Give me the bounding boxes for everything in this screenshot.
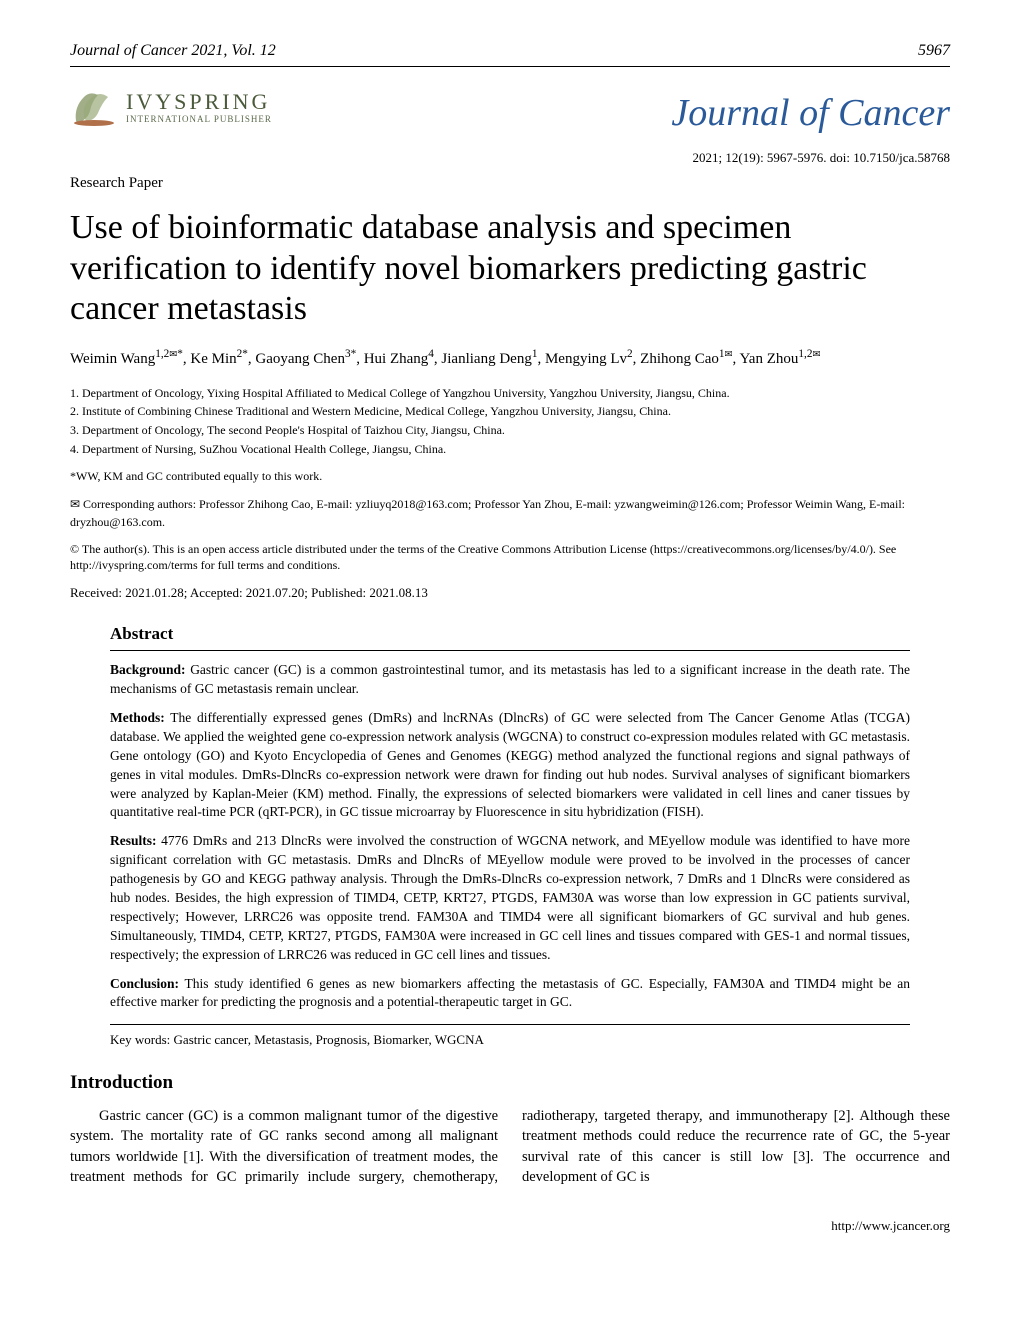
publisher-logo-text: IVYSPRING INTERNATIONAL PUBLISHER [126,90,272,124]
introduction-paragraph: Gastric cancer (GC) is a common malignan… [70,1106,950,1187]
abstract-background-text: Gastric cancer (GC) is a common gastroin… [110,662,910,696]
abstract-methods-text: The differentially expressed genes (DmRs… [110,710,910,819]
logo-journal-row: IVYSPRING INTERNATIONAL PUBLISHER Journa… [70,87,950,140]
abstract-results-label: Results: [110,833,157,848]
corresponding-authors: ✉ Corresponding authors: Professor Zhiho… [70,495,950,531]
keywords: Key words: Gastric cancer, Metastasis, P… [110,1024,910,1049]
abstract-background-label: Background: [110,662,186,677]
abstract-conclusion-label: Conclusion: [110,976,179,991]
abstract-methods-label: Methods: [110,710,165,725]
affiliations-list: Department of Oncology, Yixing Hospital … [70,385,950,458]
abstract-results-text: 4776 DmRs and 213 DlncRs were involved t… [110,833,910,961]
page-number: 5967 [918,40,950,62]
abstract-heading: Abstract [110,622,910,651]
equal-contribution-note: *WW, KM and GC contributed equally to th… [70,468,950,485]
publisher-name: IVYSPRING [126,90,272,114]
authors-line: Weimin Wang1,2✉*, Ke Min2*, Gaoyang Chen… [70,346,950,371]
publication-dates: Received: 2021.01.28; Accepted: 2021.07.… [70,584,950,602]
article-title: Use of bioinformatic database analysis a… [70,208,950,330]
affiliation-item: Department of Nursing, SuZhou Vocational… [70,441,950,458]
publisher-logo: IVYSPRING INTERNATIONAL PUBLISHER [70,87,272,127]
affiliation-item: Institute of Combining Chinese Tradition… [70,403,950,420]
abstract-results: Results: 4776 DmRs and 213 DlncRs were i… [110,832,910,964]
abstract-box: Abstract Background: Gastric cancer (GC)… [110,622,910,1049]
journal-title-block: Journal of Cancer [671,87,950,140]
abstract-conclusion-text: This study identified 6 genes as new bio… [110,976,910,1010]
citation-line: 2021; 12(19): 5967-5976. doi: 10.7150/jc… [70,149,950,167]
journal-issue: Journal of Cancer 2021, Vol. 12 [70,40,276,62]
affiliation-item: Department of Oncology, The second Peopl… [70,422,950,439]
abstract-conclusion: Conclusion: This study identified 6 gene… [110,975,910,1013]
ivyspring-leaf-icon [70,87,118,127]
publisher-subtitle: INTERNATIONAL PUBLISHER [126,115,272,125]
introduction-body: Gastric cancer (GC) is a common malignan… [70,1106,950,1187]
paper-type: Research Paper [70,173,950,194]
running-header: Journal of Cancer 2021, Vol. 12 5967 [70,40,950,67]
journal-title: Journal of Cancer [671,87,950,140]
license-text: © The author(s). This is an open access … [70,541,950,575]
affiliation-item: Department of Oncology, Yixing Hospital … [70,385,950,402]
introduction-heading: Introduction [70,1070,950,1097]
abstract-background: Background: Gastric cancer (GC) is a com… [110,661,910,699]
abstract-methods: Methods: The differentially expressed ge… [110,709,910,822]
footer-url: http://www.jcancer.org [70,1217,950,1235]
